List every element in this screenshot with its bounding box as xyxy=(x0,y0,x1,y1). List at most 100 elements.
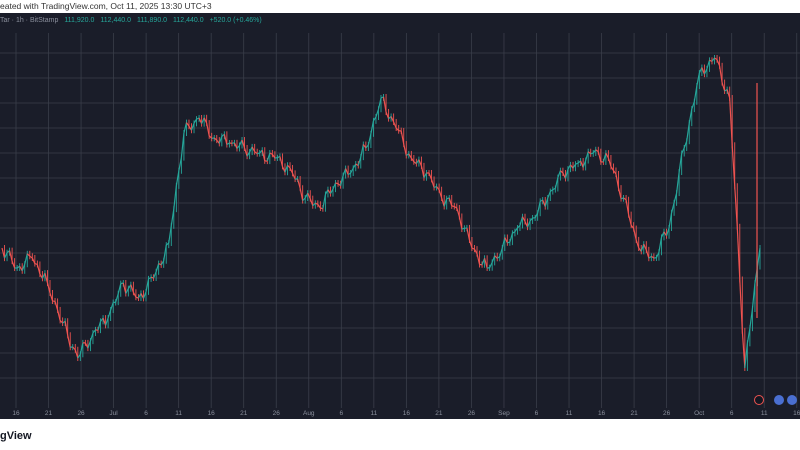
price-segment xyxy=(233,142,238,149)
price-segment xyxy=(709,59,713,62)
x-tick-label: 11 xyxy=(761,410,768,417)
price-segment xyxy=(148,276,152,280)
price-segment xyxy=(271,153,276,159)
price-segment xyxy=(299,188,304,201)
price-segment xyxy=(183,122,188,134)
price-segment xyxy=(201,117,205,124)
price-segment xyxy=(54,301,59,311)
price-segment xyxy=(635,239,640,249)
price-segment xyxy=(423,172,428,178)
high-value: 112,440.0 xyxy=(100,17,131,24)
price-segment xyxy=(77,353,81,359)
price-segment xyxy=(471,247,475,250)
price-segment xyxy=(721,82,726,92)
price-segment xyxy=(418,159,422,167)
flag-icon[interactable] xyxy=(774,395,784,405)
price-segment xyxy=(714,57,718,61)
price-segment xyxy=(585,151,589,161)
price-segment xyxy=(491,255,496,263)
price-segment xyxy=(507,241,511,244)
price-segment xyxy=(512,231,516,234)
price-segment xyxy=(476,253,481,265)
price-segment xyxy=(155,263,160,272)
price-segment xyxy=(352,163,357,169)
price-segment xyxy=(79,342,84,355)
price-segment xyxy=(302,197,306,202)
price-segment xyxy=(466,227,471,241)
price-segment xyxy=(49,292,54,302)
price-segment xyxy=(208,135,213,139)
price-segment xyxy=(572,163,577,169)
price-segment xyxy=(92,329,96,334)
price-segment xyxy=(345,168,349,175)
price-segment xyxy=(607,157,612,167)
price-segment xyxy=(501,237,506,249)
price-segment xyxy=(11,260,16,269)
price-segment xyxy=(44,273,49,284)
price-segment xyxy=(289,167,294,174)
price-segment xyxy=(158,263,162,266)
price-segment xyxy=(193,118,198,124)
price-segment xyxy=(686,123,690,142)
price-segment xyxy=(180,132,185,158)
price-segment xyxy=(317,203,321,209)
price-segment xyxy=(458,216,463,230)
price-segment xyxy=(410,157,415,163)
price-segment xyxy=(749,308,754,329)
chart-panel[interactable]: 16 21 26 Jul 6 11 16 21 26 Aug 6 11 16 21 26 Sep 6 11 16 21… xyxy=(0,13,800,419)
price-segment xyxy=(514,227,518,233)
x-tick-label: 6 xyxy=(144,410,148,417)
price-segment xyxy=(347,172,351,176)
price-segment xyxy=(281,166,286,173)
price-segment xyxy=(135,296,139,299)
x-tick-label: 26 xyxy=(468,410,476,417)
price-segment xyxy=(198,117,203,124)
price-segment xyxy=(223,134,228,145)
price-segment xyxy=(307,192,311,199)
price-segment xyxy=(706,60,711,69)
price-segment xyxy=(415,159,420,164)
price-segment xyxy=(718,65,723,83)
x-tick-label: 6 xyxy=(339,410,343,417)
change-value: +520.0 (+0.46%) xyxy=(209,17,262,24)
price-segment xyxy=(660,231,665,238)
price-segment xyxy=(385,111,390,119)
price-segment xyxy=(132,291,137,298)
price-segment xyxy=(519,216,524,226)
price-segment xyxy=(97,321,102,331)
price-segment xyxy=(370,120,375,134)
price-segment xyxy=(681,147,685,154)
price-segment xyxy=(575,162,579,165)
price-segment xyxy=(163,245,167,261)
x-tick-label: 21 xyxy=(630,410,638,417)
price-segment xyxy=(26,253,31,257)
price-segment xyxy=(643,243,647,251)
price-segment xyxy=(665,227,670,236)
price-segment xyxy=(67,335,71,348)
price-segment xyxy=(484,258,488,269)
price-segment xyxy=(623,197,627,201)
price-segment xyxy=(105,317,109,326)
x-tick-label: 6 xyxy=(535,410,539,417)
price-segment xyxy=(526,220,531,228)
price-chart[interactable]: 16 21 26 Jul 6 11 16 21 26 Aug 6 11 16 21 26 Sep 6 11 16 21… xyxy=(0,13,800,419)
open-value: 111,920.0 xyxy=(64,17,95,24)
price-segment xyxy=(673,192,678,203)
x-tick-label: Oct xyxy=(694,410,704,417)
price-segment xyxy=(580,160,584,168)
price-segment xyxy=(592,149,597,154)
price-segment xyxy=(670,202,675,213)
price-segment xyxy=(562,172,566,179)
price-segment xyxy=(549,189,554,193)
x-tick-label: 16 xyxy=(403,410,411,417)
low-value: 111,890.0 xyxy=(136,17,168,24)
event-marker-icon[interactable] xyxy=(754,395,764,405)
price-segment xyxy=(145,278,150,292)
price-segment xyxy=(640,243,645,252)
price-segment xyxy=(446,197,450,200)
x-tick-label: 16 xyxy=(208,410,216,417)
price-segment xyxy=(350,167,354,174)
price-segment xyxy=(729,97,733,146)
flag-icon[interactable] xyxy=(787,395,797,405)
